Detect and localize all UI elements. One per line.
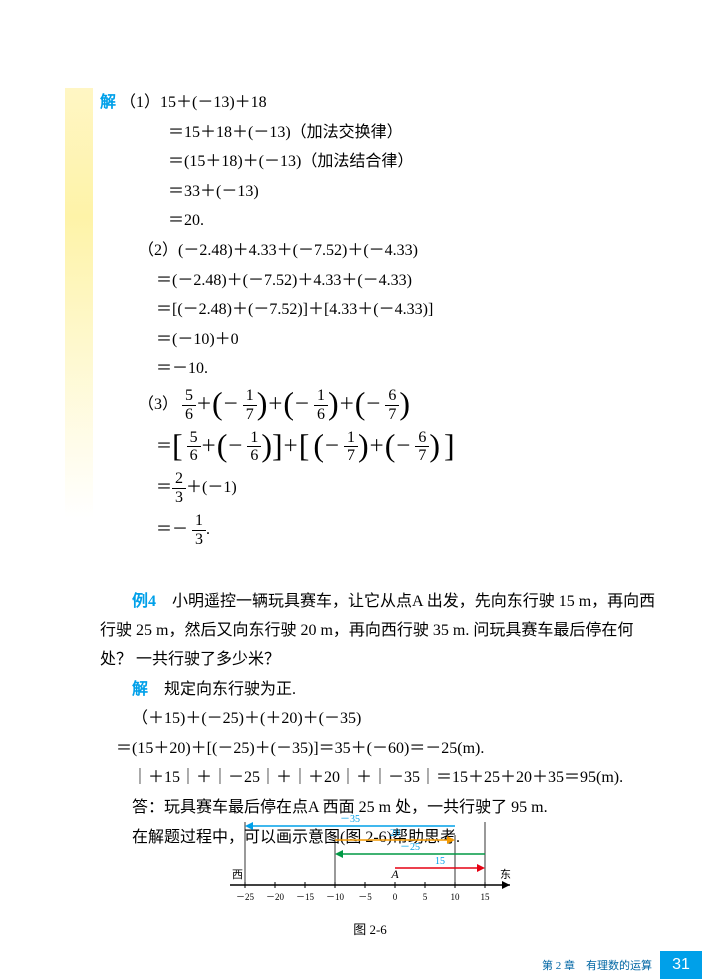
tick-n10: －10 [326,892,345,902]
page-footer: 第 2 章 有理数的运算 31 [542,951,702,979]
label-n35: －35 [340,814,360,825]
label-n25: －25 [400,842,420,853]
tick-15: 15 [481,892,491,902]
figure-caption: 图 2-6 [220,919,520,938]
solution3-line1: （3） 56＋(－ 17)＋(－ 16)＋(－ 67) [100,384,660,426]
west-label: 西 [232,869,243,881]
solution2-line5: ＝－10. [100,354,660,384]
frac-5-6b: 56 [187,429,201,465]
east-label: 东 [500,868,511,881]
frac-5-6: 56 [182,387,196,423]
calc3: ｜＋15｜＋｜－25｜＋｜＋20｜＋｜－35｜＝15＋25＋20＋35＝95(m… [100,763,660,793]
solution1-line2: ＝15＋18＋(－13)（加法交换律） [100,118,660,148]
plus-neg1: ＋(－1) [186,479,237,496]
solution2-line3: ＝[(－2.48)＋(－7.52)]＋[4.33＋(－4.33)] [100,295,660,325]
frac-1-7b: 17 [344,429,358,465]
frac-1-6: 16 [314,387,328,423]
tick-n15: －15 [296,892,315,902]
solution2-line1: （2）(－2.48)＋4.33＋(－7.52)＋(－4.33) [100,236,660,266]
calc2: ＝(15＋20)＋[(－25)＋(－35)]＝35＋(－60)＝－25(m). [100,734,660,764]
frac-6-7: 67 [385,387,399,423]
text: （1）15＋(－13)＋18 [120,94,267,111]
solution2-line4: ＝(－10)＋0 [100,325,660,355]
label-20: 20 [390,828,400,839]
tick-0: 0 [393,892,398,902]
calc1: （＋15)＋(－25)＋(＋20)＋(－35) [100,704,660,734]
jie-label: 解 [100,94,116,111]
tick-n5: －5 [358,892,372,902]
solution1-line5: ＝20. [100,206,660,236]
section-gradient-bar [65,88,93,518]
point-A: A [390,867,399,881]
page-number: 31 [660,951,702,979]
solution1-line3: ＝(15＋18)＋(－13)（加法结合律） [100,147,660,177]
solution1-line4: ＝33＋(－13) [100,177,660,207]
example4-text2: 规定向东行驶为正. [148,681,296,698]
frac-1-3: 13 [192,512,206,548]
solution2-line2: ＝(－2.48)＋(－7.52)＋4.33＋(－4.33) [100,266,660,296]
example4-text1: 小明遥控一辆玩具赛车，让它从点A 出发，先向东行驶 15 m，再向西行驶 25 … [100,593,655,668]
frac-6-7b: 67 [415,429,429,465]
dot: . [206,521,210,538]
solution3-line2: ＝[ 56＋(－ 16)]＋[ (－ 17)＋(－ 67) ] [100,426,660,468]
solution3-line4: ＝－ 13. [100,509,660,551]
example4-solution-head: 解 规定向东行驶为正. [100,675,660,705]
tick-n25: －25 [236,892,255,902]
p3-label: （3） [138,396,178,413]
tick-n20: －20 [266,892,285,902]
frac-1-7: 17 [243,387,257,423]
main-content: 解 （1）15＋(－13)＋18 ＝15＋18＋(－13)（加法交换律） ＝(1… [100,88,660,852]
number-line-diagram: －25 －20 －15 －10 －5 0 5 10 15 A 西 东 15 － [220,810,520,910]
figure-2-6: －25 －20 －15 －10 －5 0 5 10 15 A 西 东 15 － [220,810,520,938]
frac-2-3: 23 [172,470,186,506]
example4-prompt: 例4 小明遥控一辆玩具赛车，让它从点A 出发，先向东行驶 15 m，再向西行驶 … [100,588,660,674]
tick-10: 10 [451,892,461,902]
jie-label2: 解 [132,681,148,698]
solution1-line1: 解 （1）15＋(－13)＋18 [100,88,660,118]
tick-5: 5 [423,892,428,902]
frac-1-6b: 16 [247,429,261,465]
li4-label: 例4 [132,593,156,610]
chapter-label: 第 2 章 有理数的运算 [542,957,652,973]
label-15: 15 [435,856,445,867]
solution3-line3: ＝23＋(－1) [100,467,660,509]
